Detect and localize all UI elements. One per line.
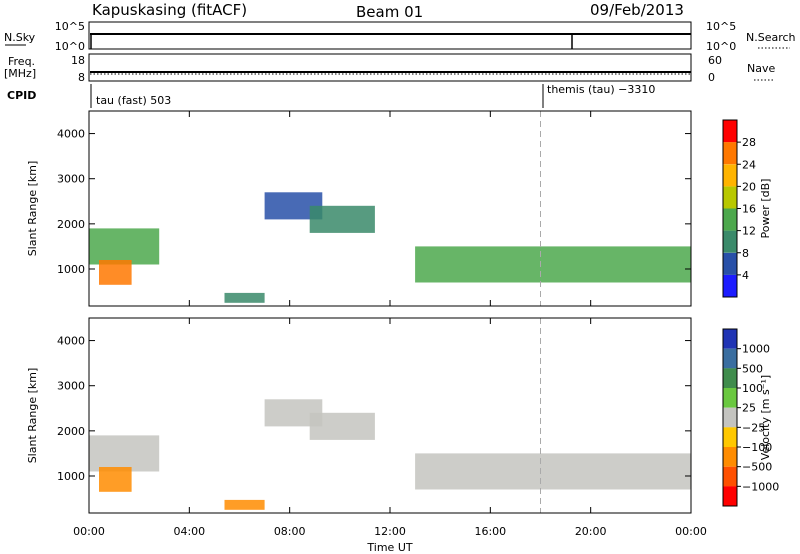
colorbar-label: Velocity [m s⁻¹] xyxy=(759,375,772,460)
echo-region xyxy=(89,228,160,265)
echo-region xyxy=(224,292,265,303)
nsky-label: N.Sky xyxy=(4,31,36,44)
x-tick-label: 08:00 xyxy=(274,525,306,538)
colorbar-tick-label: 4 xyxy=(742,269,749,282)
colorbar-tick-label: 28 xyxy=(742,136,756,149)
colorbar-swatch xyxy=(723,120,737,143)
echo-region xyxy=(99,467,132,492)
colorbar-swatch xyxy=(723,252,737,275)
colorbar-swatch xyxy=(723,142,737,165)
echo-region xyxy=(309,412,375,440)
y-tick-label: 1000 xyxy=(57,263,85,276)
y-tick-label: 4000 xyxy=(57,335,85,348)
echo-region xyxy=(89,435,160,472)
colorbar-swatch xyxy=(723,447,737,467)
colorbar-tick-label: −100 xyxy=(742,441,772,454)
y-tick-label: 2000 xyxy=(57,425,85,438)
y-tick-label: 4000 xyxy=(57,128,85,141)
colorbar-swatch xyxy=(723,486,737,506)
nsky-tick-bottom: 10^0 xyxy=(55,40,85,53)
colorbar-tick-label: 16 xyxy=(742,203,756,216)
colorbar-swatch xyxy=(723,329,737,349)
x-axis-label: Time UT xyxy=(366,541,412,554)
colorbar-tick-label: 24 xyxy=(742,158,756,171)
colorbar-tick-label: 8 xyxy=(742,247,749,260)
colorbar-swatch xyxy=(723,164,737,187)
colorbar-tick-label: 12 xyxy=(742,225,756,238)
colorbar-tick-label: 25 xyxy=(742,402,756,415)
colorbar-frame xyxy=(722,328,738,507)
cpid-segment-2: themis (tau) −3310 xyxy=(547,83,655,96)
echo-region xyxy=(309,205,375,233)
freq-label-line1: Freq. xyxy=(8,55,35,68)
freq-tick-top: 18 xyxy=(71,54,85,67)
echo-region xyxy=(415,453,691,490)
freq-label-line2: [MHz] xyxy=(4,67,36,80)
colorbar-swatch xyxy=(723,208,737,231)
y-axis-label: Slant Range [km] xyxy=(26,368,39,464)
colorbar-swatch xyxy=(723,388,737,408)
beam-title: Beam 01 xyxy=(356,3,423,21)
colorbar-swatch xyxy=(723,186,737,209)
colorbar-tick-label: 20 xyxy=(742,180,756,193)
power-colorbar: 4 8 12 16 20 24 28 Power [dB] xyxy=(722,119,772,298)
nsearch-label: N.Search xyxy=(746,31,796,44)
colorbar-swatch xyxy=(723,427,737,447)
colorbar-swatch xyxy=(723,368,737,388)
date-title: 09/Feb/2013 xyxy=(590,1,684,19)
x-tick-label: 12:00 xyxy=(374,525,406,538)
cpid-label: CPID xyxy=(7,89,36,102)
colorbar-swatch xyxy=(723,348,737,369)
y-tick-label: 1000 xyxy=(57,470,85,483)
nsky-panel-frame xyxy=(88,21,692,50)
x-tick-label: 04:00 xyxy=(173,525,205,538)
y-tick-label: 2000 xyxy=(57,218,85,231)
nsearch-tick-top: 10^5 xyxy=(706,20,736,33)
nave-tick-top: 60 xyxy=(708,54,722,67)
nsky-tick-top: 10^5 xyxy=(55,20,85,33)
nsearch-tick-bottom: 10^0 xyxy=(706,40,736,53)
nave-label: Nave xyxy=(747,62,775,75)
echo-region xyxy=(99,260,132,285)
echo-region xyxy=(224,499,265,510)
x-tick-label: 00:00 xyxy=(675,525,707,538)
cpid-segment-1: tau (fast) 503 xyxy=(96,94,171,107)
echo-region xyxy=(415,246,691,283)
colorbar-tick-label: 1000 xyxy=(742,343,770,356)
velocity-panel: 1000 2000 3000 4000 00:00 04:00 08:00 12:00 16:0… xyxy=(26,317,707,538)
colorbar-tick-label: 100 xyxy=(742,382,763,395)
freq-panel-frame xyxy=(88,53,692,82)
velocity-colorbar: 1000 500 100 25 −25 −100 −500 −1000 Velocity [m … xyxy=(722,328,779,507)
colorbar-tick-label: 500 xyxy=(742,362,763,375)
colorbar-swatch xyxy=(723,274,737,297)
power-panel: 1000 2000 3000 4000 Slant Range [km] xyxy=(26,110,692,307)
colorbar-swatch xyxy=(723,230,737,253)
colorbar-tick-label: −1000 xyxy=(742,480,779,493)
colorbar-tick-label: −25 xyxy=(742,421,765,434)
x-tick-label: 00:00 xyxy=(73,525,105,538)
x-tick-label: 16:00 xyxy=(474,525,506,538)
y-axis-label: Slant Range [km] xyxy=(26,161,39,257)
colorbar-swatch xyxy=(723,407,737,428)
y-tick-label: 3000 xyxy=(57,173,85,186)
colorbar-swatch xyxy=(723,466,737,487)
colorbar-tick-label: −500 xyxy=(742,461,772,474)
freq-tick-bottom: 8 xyxy=(78,71,85,84)
station-title: Kapuskasing (fitACF) xyxy=(92,1,247,19)
y-tick-label: 3000 xyxy=(57,380,85,393)
colorbar-label: Power [dB] xyxy=(759,179,772,239)
nave-tick-bottom: 0 xyxy=(708,71,715,84)
x-tick-label: 20:00 xyxy=(575,525,607,538)
